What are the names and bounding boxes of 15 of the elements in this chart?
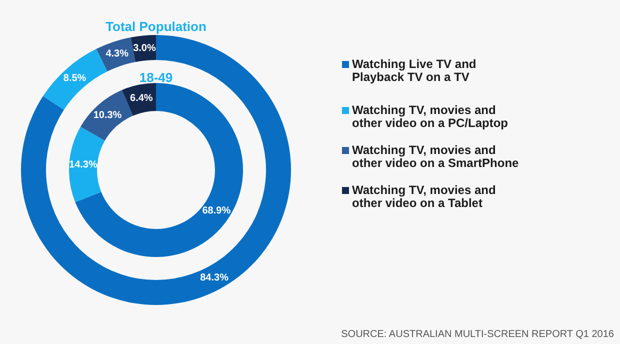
legend-label: Watching TV, movies and other video on a Tablet bbox=[352, 183, 497, 210]
source-note: SOURCE: AUSTRALIAN MULTI-SCREEN REPORT Q1 2016 bbox=[341, 329, 614, 340]
legend-label: Watching Live TV and Playback TV on a TV bbox=[352, 57, 478, 84]
legend-label: Watching TV, movies and other video on a SmartPhone bbox=[352, 143, 520, 170]
data-label: 14.3% bbox=[69, 160, 98, 171]
data-label: 84.3% bbox=[200, 272, 229, 284]
data-label: 4.3% bbox=[106, 48, 129, 60]
data-label: 8.5% bbox=[63, 73, 86, 84]
data-label: 68.9% bbox=[202, 206, 231, 217]
data-label: 3.0% bbox=[133, 42, 156, 54]
slice-label: 18-49 bbox=[139, 70, 173, 85]
legend-label: Watching TV, movies and other video on a PC/Laptop bbox=[352, 103, 510, 130]
data-label: 6.4% bbox=[130, 93, 153, 104]
data-label: 10.3% bbox=[93, 110, 122, 122]
slice-label: Total Population bbox=[104, 19, 208, 34]
